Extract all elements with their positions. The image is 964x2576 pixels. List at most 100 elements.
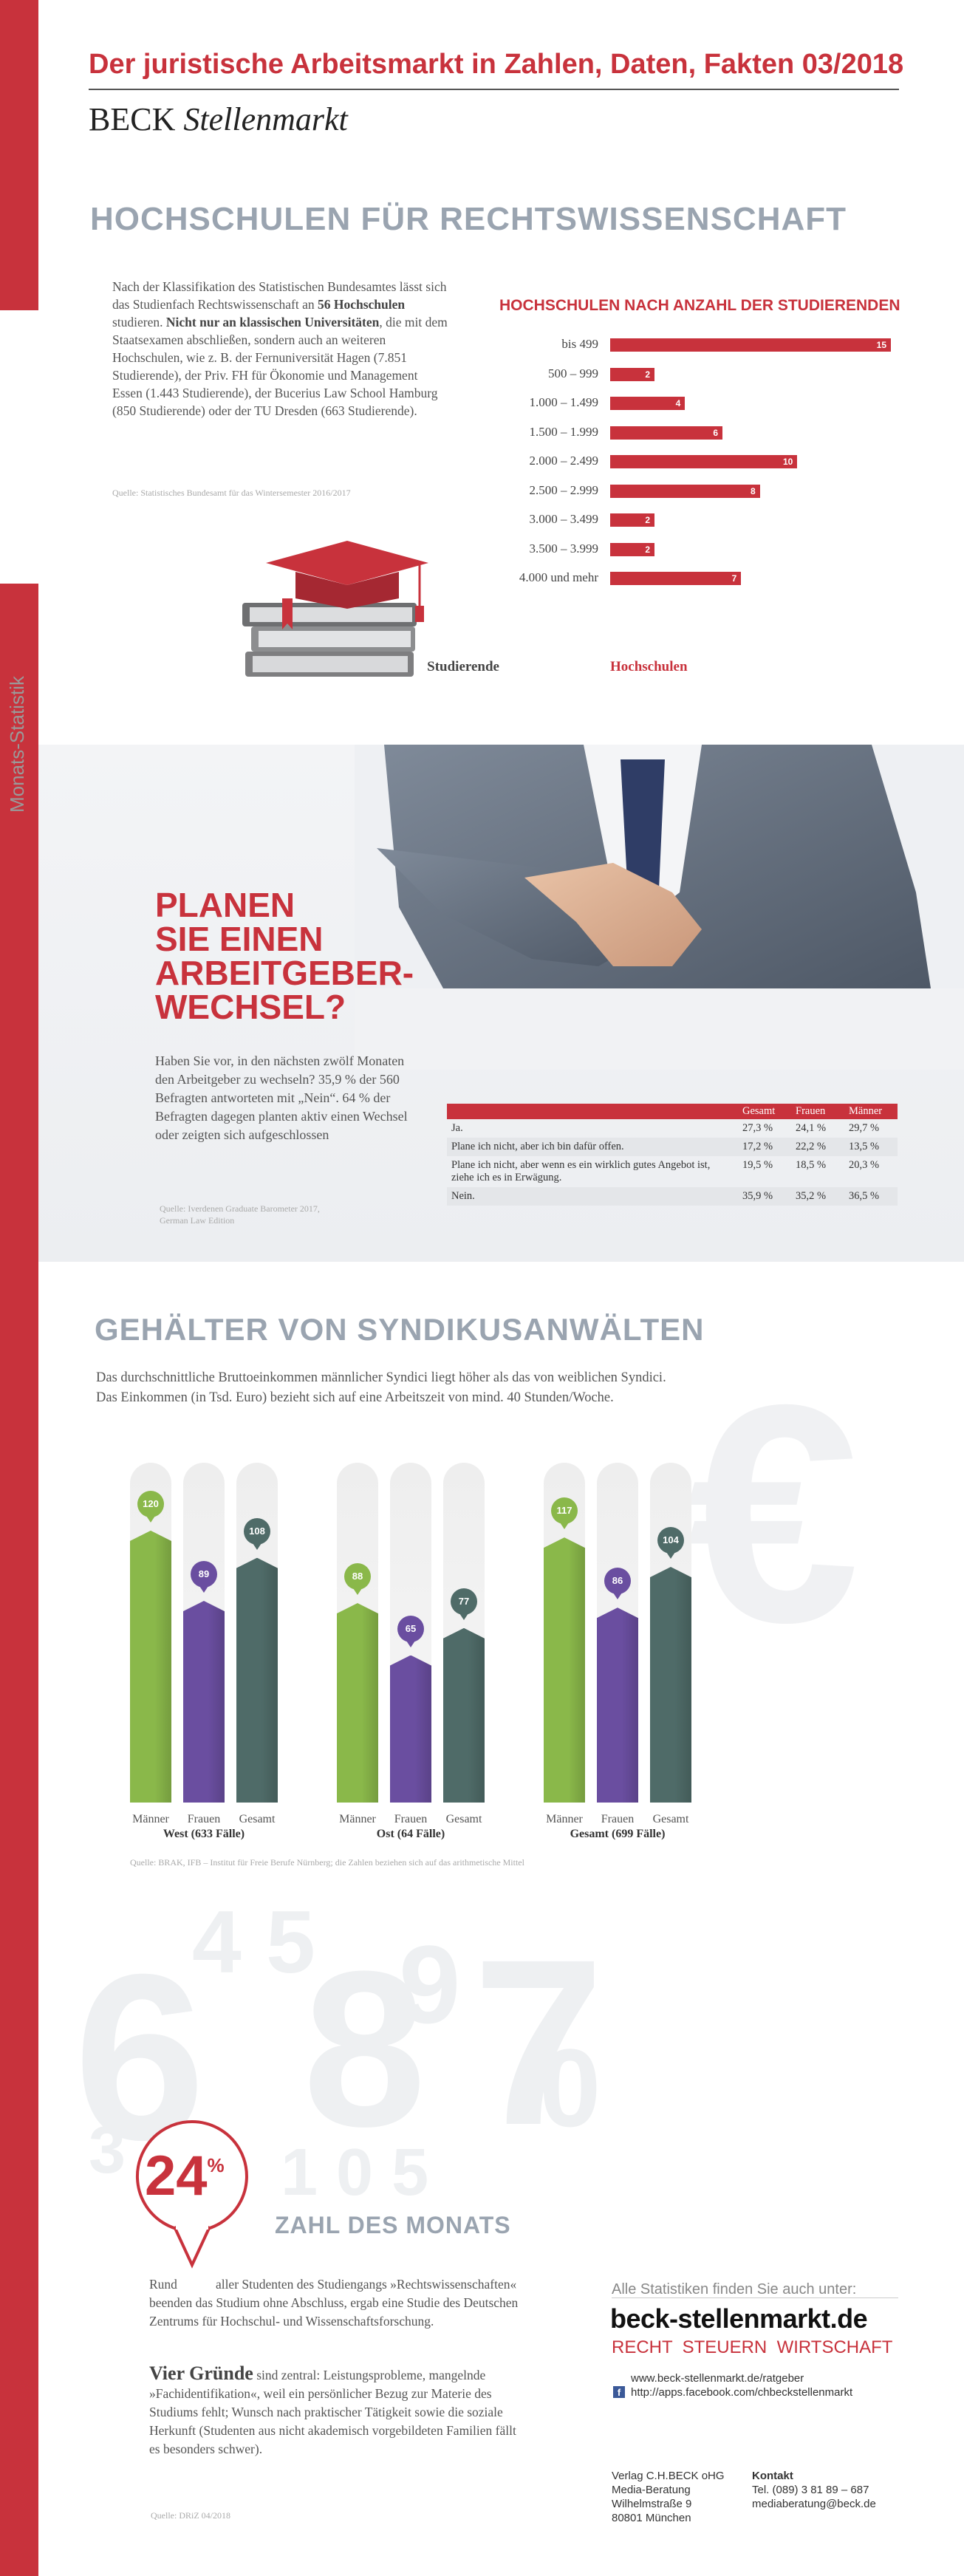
salary-value-badge: 117 — [551, 1497, 578, 1525]
table-header-row: Gesamt Frauen Männer — [447, 1104, 898, 1119]
chart-title: HOCHSCHULEN NACH ANZAHL DER STUDIERENDEN — [499, 297, 900, 314]
salary-group-label: Gesamt (699 Fälle) — [570, 1828, 666, 1840]
salary-category-label: Männer — [546, 1813, 583, 1825]
chart-ylabel: Hochschulen — [610, 659, 688, 674]
bar: 8 — [610, 484, 760, 498]
numbers-background-pattern: 6 8 7 4 5 9 0 3 2 1 0 5 — [74, 1893, 604, 2210]
gehaelter-source: Quelle: BRAK, IFB – Institut für Freie B… — [130, 1857, 524, 1868]
bar: 2 — [610, 513, 654, 527]
bar-category-label: 1.500 – 1.999 — [529, 424, 599, 439]
bar-value-label: 10 — [782, 457, 793, 467]
salary-bar — [183, 1601, 225, 1803]
bar-category-label: 500 – 999 — [548, 366, 598, 380]
bar: 7 — [610, 572, 742, 585]
bar: 6 — [610, 426, 722, 440]
bar-category-label: 3.000 – 3.499 — [529, 512, 599, 526]
bar-category-label: 3.500 – 3.999 — [529, 541, 599, 556]
bar-value-label: 8 — [750, 485, 756, 496]
hochschulen-text: Nach der Klassifikation des Statistische… — [112, 279, 448, 418]
table-row: Ja. 27,3 % 24,1 % 29,7 % — [451, 1122, 880, 1134]
salary-bar — [443, 1627, 485, 1803]
salary-bar — [650, 1567, 691, 1803]
salary-value-badge: 86 — [604, 1568, 631, 1595]
section-heading-zahl-des-monats: ZAHL DES MONATS — [275, 2212, 511, 2238]
bar-value-label: 6 — [713, 427, 718, 438]
arbeitgeberwechsel-table: Gesamt Frauen Männer Ja. 27,3 % 24,1 % 2… — [447, 1104, 898, 1206]
bar: 4 — [610, 397, 686, 410]
sidebar-label: Monats-Statistik — [6, 676, 28, 813]
site-name-link[interactable]: beck-stellenmarkt.de — [610, 2303, 868, 2334]
salary-badge-pointer — [199, 1586, 208, 1593]
section-heading-gehaelter: GEHÄLTER VON SYNDIKUSANWÄLTEN — [95, 1312, 705, 1347]
bar-category-label: 1.000 – 1.499 — [529, 395, 599, 409]
salary-category-label: Gesamt — [652, 1813, 689, 1825]
salary-value-badge: 88 — [344, 1563, 371, 1591]
salary-bar — [390, 1655, 431, 1803]
page-title: Der juristische Arbeitsmarkt in Zahlen, … — [89, 49, 904, 80]
gehaelter-intro: Das durchschnittliche Bruttoeinkommen mä… — [96, 1370, 666, 1405]
salary-badge-pointer — [146, 1516, 155, 1523]
arbeitgeberwechsel-text: Haben Sie vor, in den nächsten zwölf Mon… — [155, 1053, 408, 1142]
salary-value-badge: 89 — [191, 1561, 217, 1588]
hochschulen-source: Quelle: Statistisches Bundesamt für das … — [112, 488, 351, 498]
publisher-address: Verlag C.H.BECK oHG Media-Beratung Wilhe… — [612, 2470, 725, 2524]
salary-value-badge: 65 — [397, 1615, 424, 1642]
brand-stellenmarkt: Stellenmarkt — [183, 101, 348, 137]
salary-category-label: Frauen — [601, 1813, 635, 1825]
bar-category-label: 2.500 – 2.999 — [529, 482, 599, 497]
salary-badge-pointer — [666, 1552, 675, 1559]
businessman-handshake-image — [355, 745, 964, 1070]
salary-bar — [544, 1537, 585, 1803]
table-row: Plane ich nicht, aber ich bin dafür offe… — [447, 1138, 898, 1156]
facebook-icon[interactable]: f — [613, 2386, 625, 2398]
salary-badge-pointer — [613, 1593, 622, 1600]
salary-badge-pointer — [406, 1640, 415, 1647]
salary-badge-pointer — [253, 1542, 261, 1550]
bar-value-label: 7 — [731, 573, 737, 584]
salary-bar — [130, 1531, 171, 1803]
salary-category-label: Frauen — [394, 1813, 428, 1825]
bar-value-label: 15 — [876, 340, 886, 350]
bar-value-label: 2 — [645, 544, 650, 555]
salary-bar — [337, 1603, 378, 1803]
bar: 15 — [610, 338, 891, 352]
salary-badge-pointer — [459, 1613, 468, 1620]
salary-value-badge: 108 — [244, 1517, 270, 1545]
bar: 2 — [610, 367, 654, 381]
table-row: Nein. 35,9 % 35,2 % 36,5 % — [447, 1187, 898, 1206]
contact-info: Kontakt Tel. (089) 3 81 89 – 687 mediabe… — [752, 2470, 876, 2510]
brand-beck: BECK — [89, 101, 176, 137]
salary-value-badge: 120 — [137, 1491, 164, 1517]
arbeitgeberwechsel-source: Quelle: Iverdenen Graduate Barometer 201… — [160, 1203, 320, 1226]
salary-group-label: West (633 Fälle) — [163, 1828, 245, 1840]
bar-category-label: 4.000 und mehr — [519, 570, 598, 584]
zahl-text-2: Vier Gründe sind zentral: Leistungsprobl… — [149, 2363, 516, 2457]
brand-logo: BECK Stellenmarkt — [89, 100, 348, 138]
zahl-text-1: Rund aller Studenten des Studiengangs »Re… — [149, 2277, 519, 2329]
left-accent-band: Monats-Statistik — [0, 0, 38, 2576]
salary-category-label: Männer — [132, 1813, 169, 1825]
table-row: Plane ich nicht, aber wenn es ein wirkli… — [451, 1159, 880, 1183]
salary-bar — [597, 1608, 638, 1803]
salary-category-label: Gesamt — [239, 1813, 276, 1825]
salary-category-label: Frauen — [187, 1813, 221, 1825]
bar-category-label: bis 499 — [561, 337, 598, 351]
bar-value-label: 2 — [645, 515, 650, 525]
zahl-source: Quelle: DRiZ 04/2018 — [151, 2510, 230, 2521]
salary-group-label: Ost (64 Fälle) — [376, 1828, 445, 1840]
bar: 2 — [610, 542, 654, 556]
chart-xlabel: Studierende — [427, 659, 499, 674]
salary-category-label: Gesamt — [445, 1813, 482, 1825]
bar-value-label: 2 — [645, 369, 650, 380]
bar-value-label: 4 — [675, 398, 681, 409]
books-graduation-cap-icon — [242, 541, 428, 677]
salary-bar — [236, 1557, 278, 1803]
salary-value-badge: 104 — [657, 1527, 684, 1554]
link-facebook[interactable]: http://apps.facebook.com/chbeckstellenma… — [631, 2386, 853, 2399]
sidebar-label-area: Monats-Statistik — [0, 310, 38, 813]
footer-divider — [612, 2297, 898, 2298]
link-ratgeber[interactable]: www.beck-stellenmarkt.de/ratgeber — [631, 2372, 804, 2385]
euro-background-icon: € — [687, 1341, 860, 1687]
bar-category-label: 2.000 – 2.499 — [529, 454, 599, 468]
site-tagline: RECHT STEUERN WIRTSCHAFT — [612, 2337, 893, 2357]
